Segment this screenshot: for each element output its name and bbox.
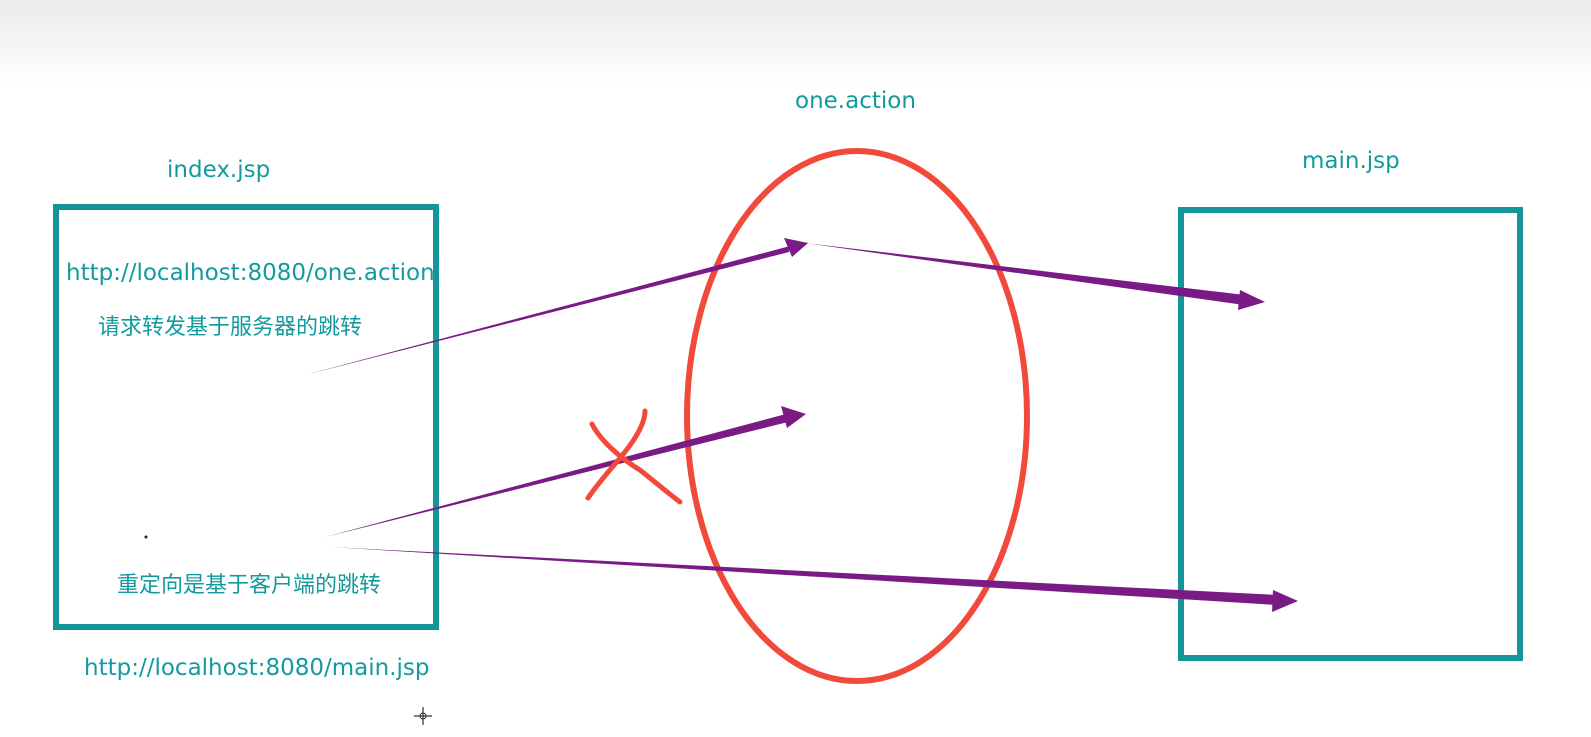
main-jsp-box [1178,207,1523,661]
server-forward-arrow-shaft [805,243,1245,305]
one-action-title: one.action [795,88,916,114]
redirect-request-arrowhead [781,406,806,428]
one-action-ellipse [684,148,1030,684]
index-jsp-title: index.jsp [167,157,271,183]
stray-dot [144,535,148,539]
server-forward-arrowhead [1238,290,1265,310]
cross-stroke-2 [585,408,648,501]
client-redirect-arrowhead [1272,590,1298,612]
main-jsp-title: main.jsp [1302,148,1400,174]
forward-request-arrow-shaft [305,246,790,375]
redirect-url-label: http://localhost:8080/main.jsp [84,655,430,681]
redirect-caption: 重定向是基于客户端的跳转 [117,573,382,598]
forward-request-arrowhead [784,238,808,257]
forward-url-label: http://localhost:8080/one.action [66,260,435,286]
redirect-request-arrow-shaft [325,414,788,537]
crosshair-cursor-icon [414,707,432,725]
forward-caption: 请求转发基于服务器的跳转 [98,315,363,340]
cross-stroke-1 [589,421,683,505]
index-jsp-box [53,204,439,630]
client-redirect-arrow-shaft [330,547,1278,605]
